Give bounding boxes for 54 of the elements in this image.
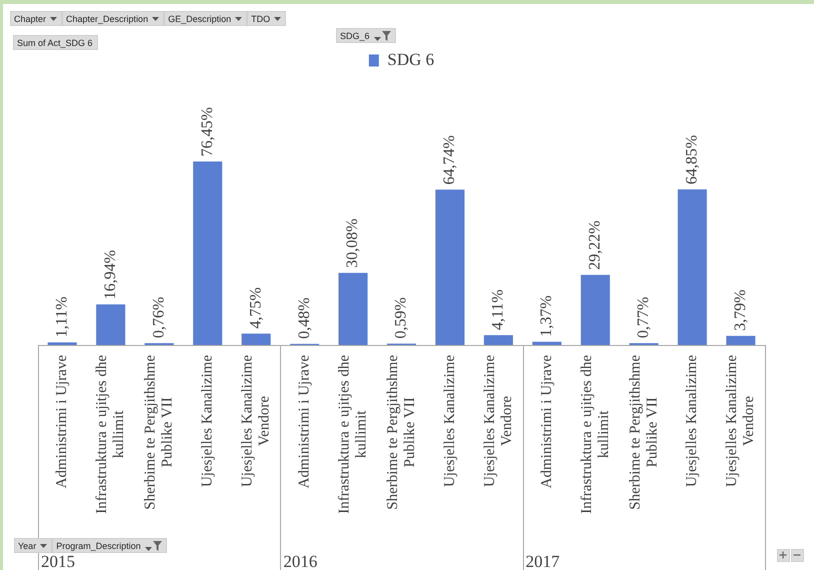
x-tick-label: Ujesjelles Kanalizime Vendore <box>240 354 273 488</box>
data-label: 30,08% <box>344 218 362 268</box>
bar <box>580 274 610 345</box>
text: 2015 <box>41 552 75 570</box>
bar <box>338 272 368 345</box>
x-tick-label: Sherbime te Pergjithshme Publike VII <box>384 354 418 510</box>
bar <box>435 190 465 345</box>
field-button: Chapter <box>10 11 62 26</box>
data-label: 76,45% <box>198 107 216 157</box>
bar <box>532 342 562 345</box>
bar <box>726 336 756 345</box>
x-tick-label: Sherbime te Pergjithshme Publike VII <box>142 354 176 510</box>
legend-label: SDG 6 <box>387 50 434 69</box>
x-tick-label: Ujesjelles Kanalizime Vendore <box>724 354 758 488</box>
data-label: 4,75% <box>247 287 264 329</box>
field-button: TDO <box>247 11 286 26</box>
data-label: 0,76% <box>150 296 168 338</box>
x-tick-label: Ujesjelles Kanalizime <box>684 354 700 488</box>
data-label: 0,48% <box>296 298 313 339</box>
data-label: 1,37% <box>538 295 556 337</box>
data-label: 0,59% <box>392 297 410 339</box>
x-tick-label: Ujesjelles Kanalizime <box>200 354 216 488</box>
field-button: Chapter_Description <box>62 11 164 26</box>
data-label: 64,74% <box>441 135 458 185</box>
x-tick-label: Sherbime te Pergjithshme Publike VII <box>627 354 660 510</box>
text: 2017 <box>526 552 560 570</box>
x-tick-label: Infrastruktura e ujitjes dhe kullimit <box>94 354 128 514</box>
bar <box>96 304 126 345</box>
field-button: GE_Description <box>164 11 248 26</box>
data-label: 0,77% <box>635 296 652 338</box>
text: 2016 <box>283 552 318 570</box>
field-button: SDG_6 <box>336 28 396 43</box>
bar <box>484 335 513 345</box>
x-tick-label: Administrimi i Ujrave <box>54 354 70 488</box>
legend-title: SDG_6 <box>340 30 370 40</box>
field-button: Year <box>14 538 52 553</box>
x-tick-label: Administrimi i Ujrave <box>538 354 555 488</box>
x-tick-label: Infrastruktura e ujitjes dhe kullimit <box>336 354 370 514</box>
bar <box>678 189 707 345</box>
data-label: 3,79% <box>732 290 749 331</box>
x-tick-label: Infrastruktura e ujitjes dhe kullimit <box>578 354 612 514</box>
x-tick-label: Administrimi i Ujrave <box>296 354 313 488</box>
x-tick-label: Ujesjelles Kanalizime Vendore <box>482 354 515 488</box>
data-label: 1,11% <box>53 296 70 338</box>
data-label: 16,94% <box>102 250 119 300</box>
x-tick-label: Ujesjelles Kanalizime <box>442 354 458 488</box>
bar <box>242 334 271 345</box>
data-label: 64,85% <box>684 135 701 184</box>
data-label: 4,11% <box>490 289 507 330</box>
bar <box>48 342 77 345</box>
field-button: Sum of Act_SDG 6 <box>13 35 98 50</box>
field-button: Program_Description <box>52 538 167 553</box>
data-label: 29,22% <box>586 220 604 270</box>
bar <box>193 162 222 345</box>
